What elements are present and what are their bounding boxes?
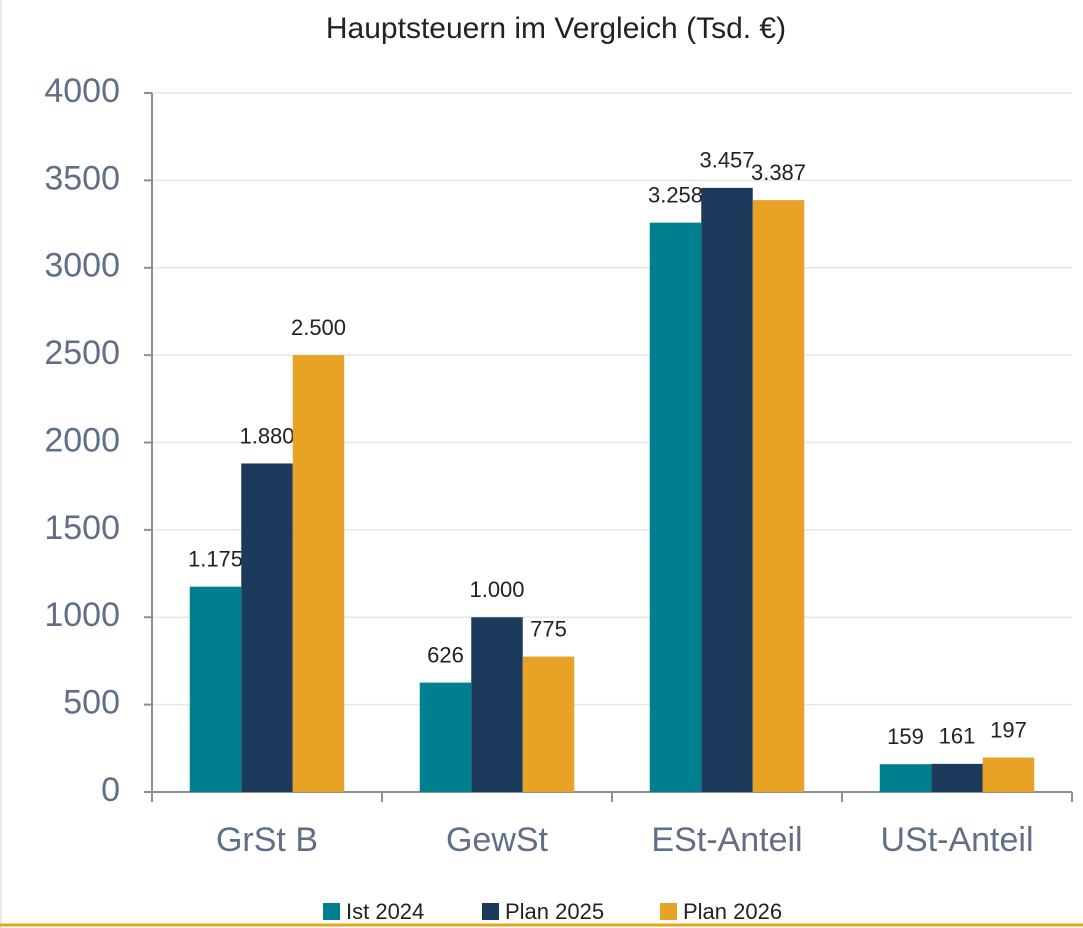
bar <box>522 656 575 792</box>
x-tick-label: GrSt B <box>216 821 318 859</box>
x-tick-label: USt-Anteil <box>880 821 1033 859</box>
y-tick-label: 2000 <box>44 421 120 459</box>
data-label: 159 <box>887 724 924 749</box>
y-tick-label: 0 <box>101 771 120 809</box>
legend-label: Plan 2026 <box>683 899 782 924</box>
data-label: 626 <box>427 642 464 667</box>
bar <box>752 200 805 792</box>
bar <box>241 463 293 792</box>
y-tick-label: 3500 <box>44 159 120 197</box>
chart-title: Hauptsteuern im Vergleich (Tsd. €) <box>326 12 786 45</box>
bar <box>879 764 932 792</box>
data-label: 1.000 <box>469 577 524 602</box>
data-label: 3.258 <box>648 182 703 207</box>
bar <box>931 763 983 792</box>
data-label: 1.175 <box>188 546 243 571</box>
bar <box>189 586 242 792</box>
bar <box>982 757 1035 792</box>
data-label: 3.387 <box>751 160 806 185</box>
y-tick-label: 4000 <box>44 72 120 110</box>
bar <box>471 617 523 792</box>
data-label: 3.457 <box>699 148 754 173</box>
legend-swatch <box>660 903 677 920</box>
legend-label: Plan 2025 <box>505 899 604 924</box>
legend-swatch <box>482 903 499 920</box>
legend-swatch <box>323 903 340 920</box>
legend-label: Ist 2024 <box>346 899 424 924</box>
y-tick-label: 1000 <box>44 596 120 634</box>
data-label: 1.880 <box>239 423 294 448</box>
bar <box>419 682 472 792</box>
bar <box>649 222 702 793</box>
y-tick-label: 1500 <box>44 509 120 547</box>
bar <box>701 187 753 792</box>
data-label: 775 <box>530 616 567 641</box>
data-label: 2.500 <box>291 315 346 340</box>
y-tick-label: 3000 <box>44 247 120 285</box>
x-tick-label: GewSt <box>446 821 549 859</box>
data-label: 161 <box>939 724 976 749</box>
data-label: 197 <box>990 717 1027 742</box>
y-tick-label: 2500 <box>44 334 120 372</box>
x-tick-label: ESt-Anteil <box>651 821 802 859</box>
y-tick-label: 500 <box>63 684 120 722</box>
bar <box>292 355 345 792</box>
